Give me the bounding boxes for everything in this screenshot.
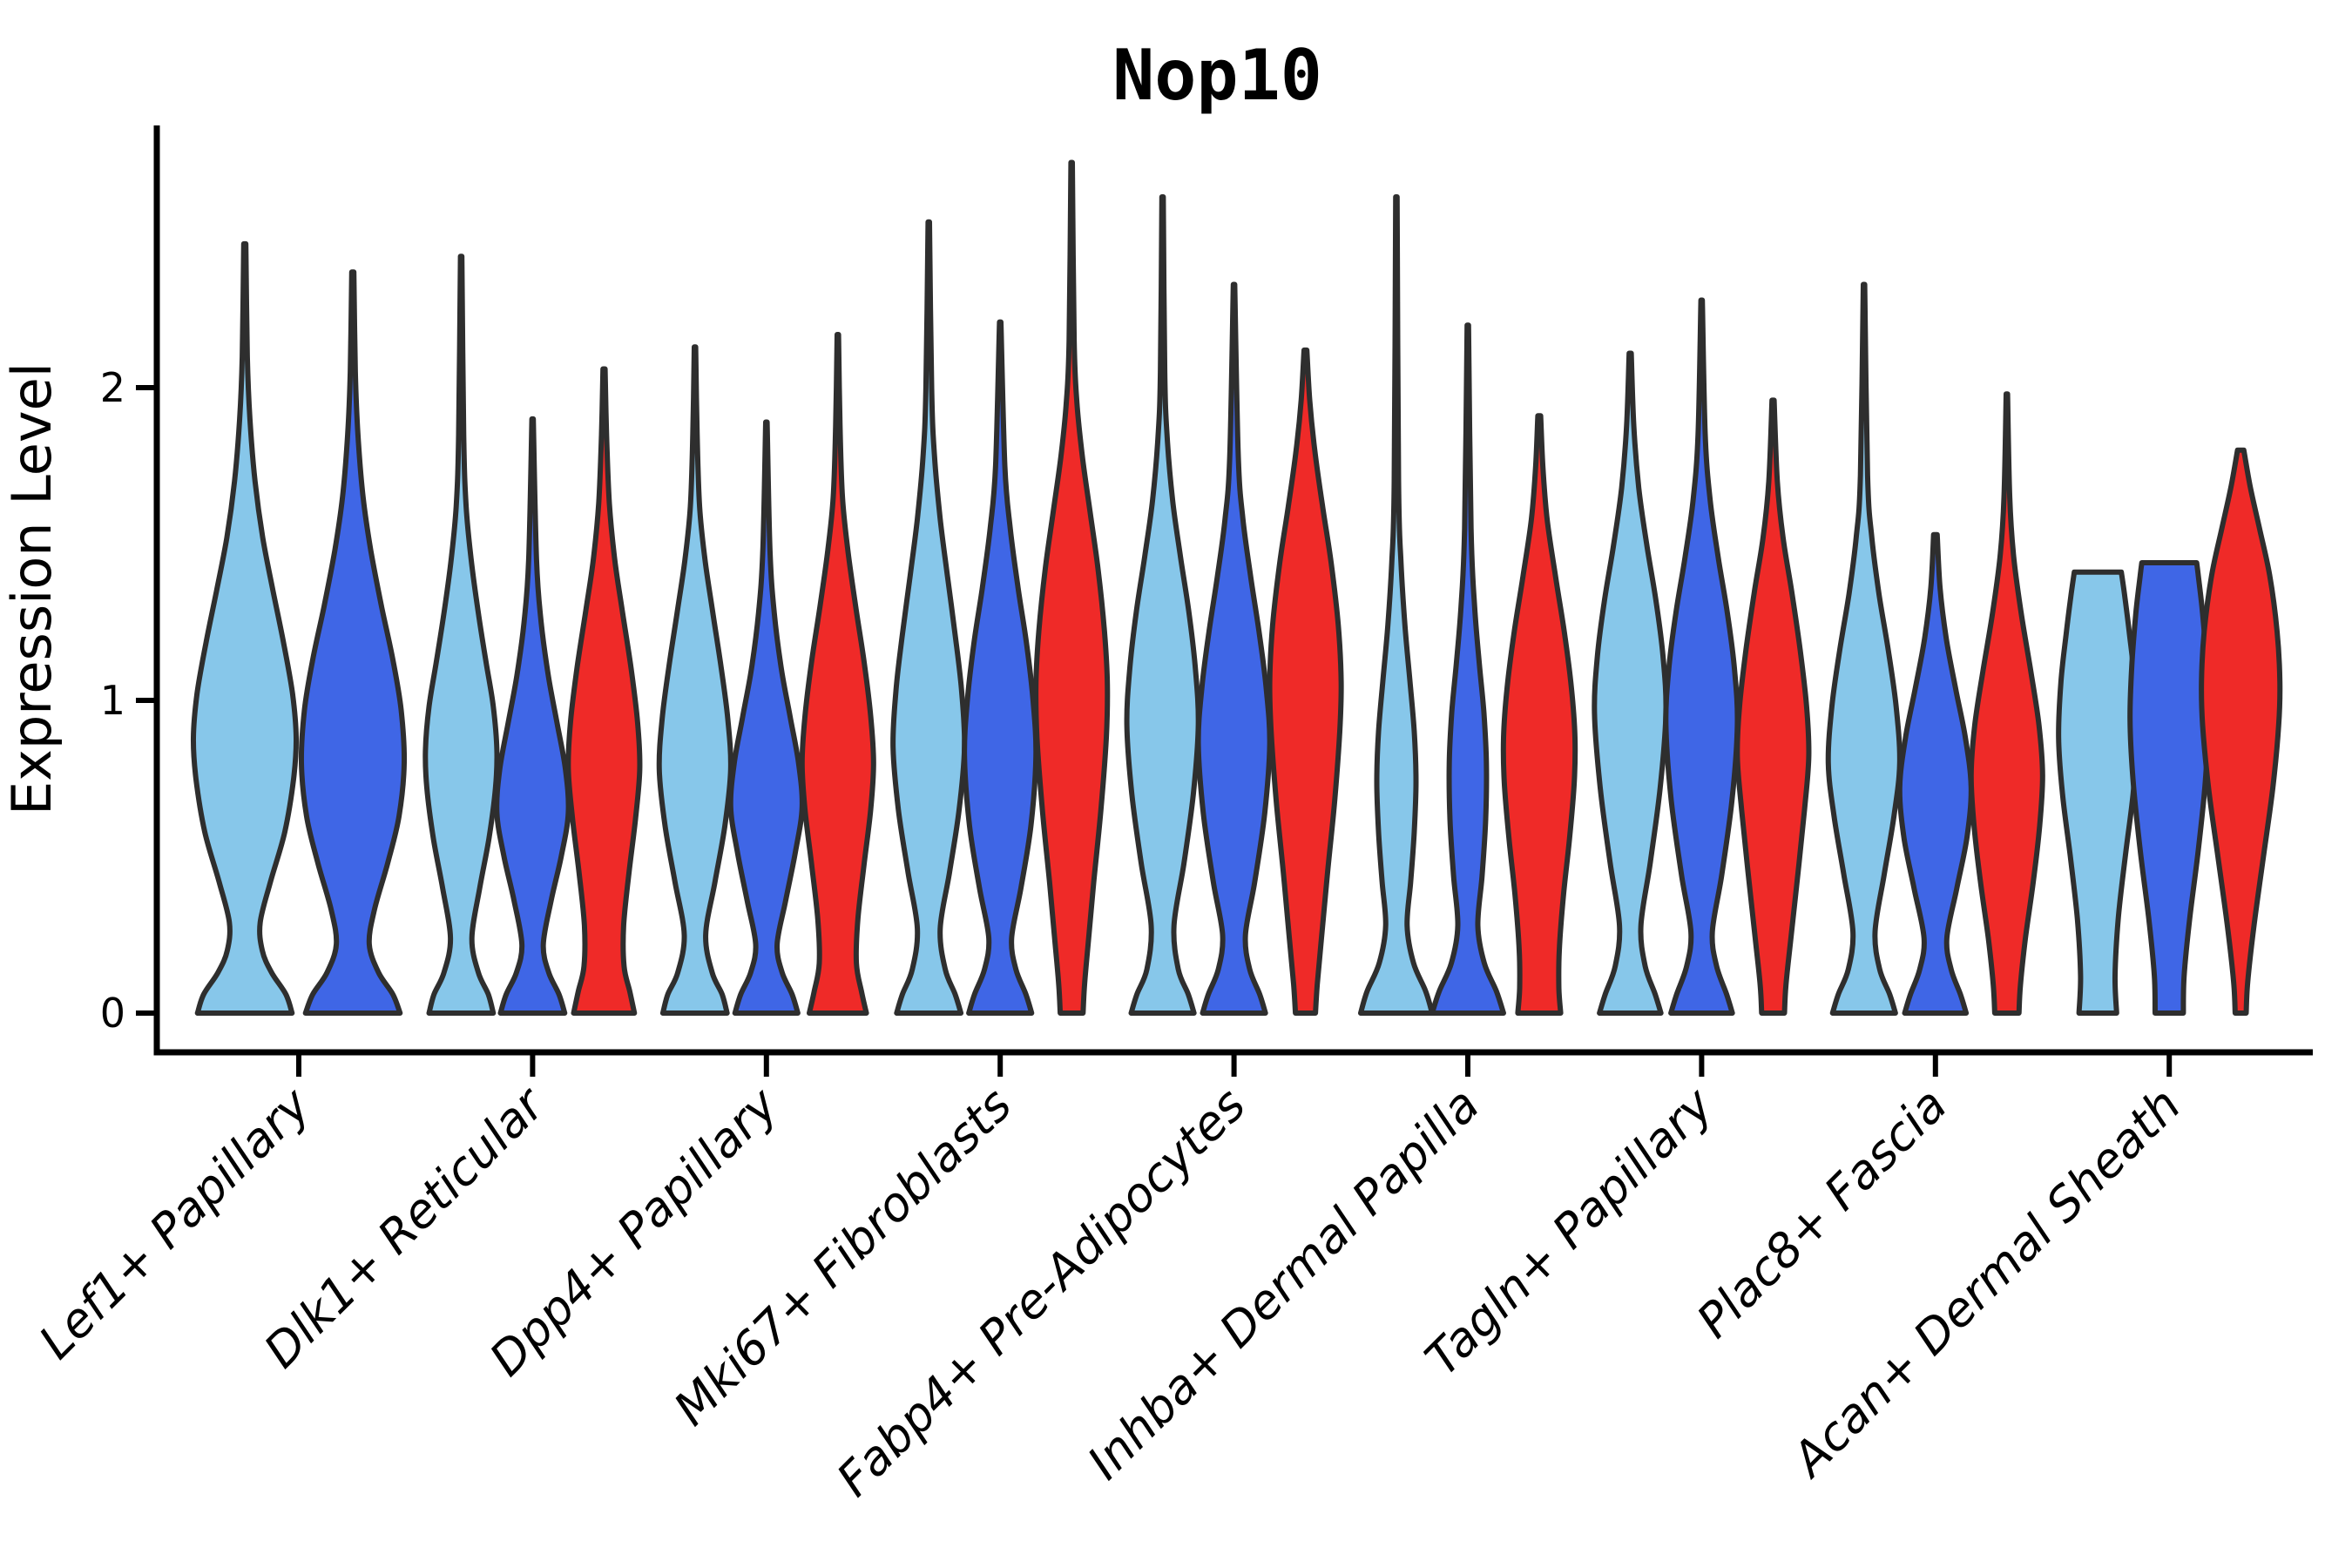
violin-mki67-fibroblasts-dark-blue xyxy=(962,319,1039,1016)
violin-dlk1-reticular-red xyxy=(565,366,643,1016)
violin-acan-dermal-sheath-dark-blue xyxy=(2127,560,2212,1016)
violin-acan-dermal-sheath-light-blue xyxy=(2056,569,2140,1016)
violin-plac8-fascia-red xyxy=(1968,391,2045,1016)
violin-acan-dermal-sheath-red xyxy=(2199,447,2283,1016)
violin-plac8-fascia-light-blue xyxy=(1825,281,1903,1016)
violin-lef1-papillary-dark-blue xyxy=(298,269,408,1016)
violin-fabp4-pre-adipocytes-light-blue xyxy=(1124,194,1201,1016)
violin-dpp4-papillary-dark-blue xyxy=(727,419,805,1016)
violin-dlk1-reticular-dark-blue xyxy=(494,416,571,1016)
violin-dlk1-reticular-light-blue xyxy=(422,253,500,1016)
violin-mki67-fibroblasts-light-blue xyxy=(890,219,968,1016)
violin-tagln-papillary-light-blue xyxy=(1592,350,1669,1016)
violin-tagln-papillary-red xyxy=(1734,397,1812,1016)
violin-lef1-papillary-light-blue xyxy=(190,240,300,1016)
violin-mki67-fibroblasts-red xyxy=(1033,159,1111,1016)
violin-plac8-fascia-dark-blue xyxy=(1896,531,1974,1016)
x-tick-label: Inhba+ Dermal Papilla xyxy=(1077,1078,1490,1490)
y-tick-label: 1 xyxy=(100,677,125,724)
violin-fabp4-pre-adipocytes-red xyxy=(1267,347,1344,1016)
plot-title: Nop10 xyxy=(1112,35,1322,116)
violin-dpp4-papillary-light-blue xyxy=(656,344,733,1016)
y-tick-label: 2 xyxy=(100,364,125,411)
x-tick-label: Plac8+ Fascia xyxy=(1686,1078,1957,1348)
violin-inhba-dermal-papilla-light-blue xyxy=(1358,194,1435,1016)
violin-inhba-dermal-papilla-dark-blue xyxy=(1429,322,1506,1016)
x-tick-label: Fabp4+ Pre-Adipocytes xyxy=(826,1078,1255,1507)
x-tick-label: Acan+ Dermal Sheath xyxy=(1780,1078,2191,1489)
y-axis-label: Expression Level xyxy=(0,362,64,815)
y-tick-label: 0 xyxy=(100,990,125,1037)
violin-tagln-papillary-dark-blue xyxy=(1663,297,1740,1016)
violin-dpp4-papillary-red xyxy=(799,332,876,1016)
violin-inhba-dermal-papilla-red xyxy=(1500,413,1578,1016)
violin-fabp4-pre-adipocytes-dark-blue xyxy=(1195,281,1273,1016)
